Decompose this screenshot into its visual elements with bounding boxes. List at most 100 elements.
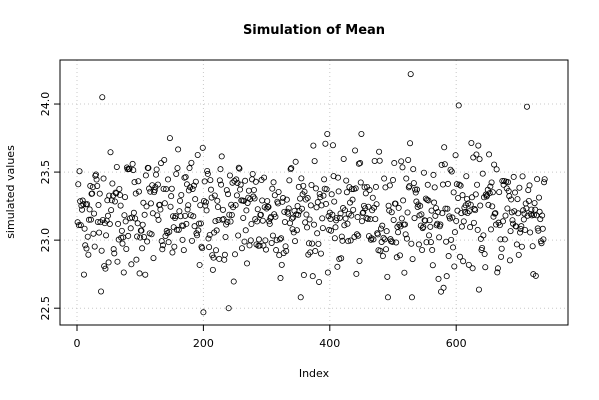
- data-point: [226, 211, 233, 218]
- data-point: [333, 214, 340, 221]
- data-point: [403, 175, 410, 182]
- data-point: [105, 259, 112, 266]
- data-point: [314, 230, 321, 237]
- data-point: [159, 246, 166, 253]
- data-point: [324, 269, 331, 276]
- data-point: [420, 223, 427, 230]
- data-point: [196, 261, 203, 268]
- data-point: [252, 178, 259, 185]
- data-point: [402, 231, 409, 238]
- data-point: [164, 230, 171, 237]
- data-point: [393, 254, 400, 261]
- data-point: [75, 181, 82, 188]
- x-tick-label: 0: [74, 337, 81, 350]
- data-point: [424, 196, 431, 203]
- data-point: [218, 153, 225, 160]
- data-point: [248, 221, 255, 228]
- data-point: [304, 195, 311, 202]
- data-point: [234, 179, 241, 186]
- data-point: [259, 217, 266, 224]
- data-point: [275, 188, 282, 195]
- data-point: [384, 294, 391, 301]
- data-point: [474, 181, 481, 188]
- data-point: [383, 246, 390, 253]
- data-point: [223, 187, 230, 194]
- data-point: [486, 151, 493, 158]
- data-point: [410, 180, 417, 187]
- data-point: [286, 177, 293, 184]
- data-point: [377, 247, 384, 254]
- data-point: [331, 235, 338, 242]
- data-point: [332, 224, 339, 231]
- data-point: [541, 179, 548, 186]
- data-point: [527, 211, 534, 218]
- data-point: [186, 165, 193, 172]
- data-point: [472, 191, 479, 198]
- data-point: [230, 278, 237, 285]
- data-point: [516, 184, 523, 191]
- data-point: [148, 231, 155, 238]
- data-point: [482, 264, 489, 271]
- data-point: [302, 219, 309, 226]
- data-point: [493, 166, 500, 173]
- data-point: [129, 160, 136, 167]
- data-point: [365, 203, 372, 210]
- data-point: [170, 213, 177, 220]
- data-point: [270, 179, 277, 186]
- data-point: [159, 242, 166, 249]
- y-tick-label: 23.0: [39, 228, 52, 253]
- data-point: [91, 243, 98, 250]
- data-point: [411, 215, 418, 222]
- data-point: [475, 142, 482, 149]
- data-point: [287, 166, 294, 173]
- data-point: [199, 245, 206, 252]
- data-point: [221, 256, 228, 263]
- data-point: [520, 216, 527, 223]
- data-point: [361, 184, 368, 191]
- data-point: [373, 201, 380, 208]
- data-point: [224, 218, 231, 225]
- data-point: [190, 182, 197, 189]
- data-point: [111, 198, 118, 205]
- data-point: [99, 94, 106, 101]
- data-point: [200, 309, 207, 316]
- data-point: [285, 205, 292, 212]
- data-point: [240, 214, 247, 221]
- data-point: [138, 227, 145, 234]
- data-point: [206, 232, 213, 239]
- data-point: [443, 273, 450, 280]
- data-point: [178, 192, 185, 199]
- data-point: [89, 184, 96, 191]
- data-point: [272, 213, 279, 220]
- data-point: [95, 202, 102, 209]
- data-point: [328, 191, 335, 198]
- data-point: [304, 224, 311, 231]
- data-point: [225, 191, 232, 198]
- data-point: [385, 202, 392, 209]
- data-point: [142, 172, 149, 179]
- data-point: [262, 237, 269, 244]
- data-point: [292, 158, 299, 165]
- data-point: [171, 243, 178, 250]
- data-point: [533, 212, 540, 219]
- data-point: [455, 102, 462, 109]
- data-point: [190, 213, 197, 220]
- data-point: [116, 185, 123, 192]
- data-point: [335, 188, 342, 195]
- data-point: [143, 203, 150, 210]
- data-point: [357, 160, 364, 167]
- data-point: [469, 265, 476, 272]
- data-point: [218, 181, 225, 188]
- data-point: [386, 182, 393, 189]
- data-point: [298, 175, 305, 182]
- data-point: [525, 197, 532, 204]
- data-point: [120, 269, 127, 276]
- data-point: [76, 168, 83, 175]
- data-point: [293, 227, 300, 234]
- data-point: [454, 207, 461, 214]
- data-point: [297, 294, 304, 301]
- data-point: [222, 233, 229, 240]
- data-point: [247, 237, 254, 244]
- data-point: [136, 270, 143, 277]
- data-point: [261, 204, 268, 211]
